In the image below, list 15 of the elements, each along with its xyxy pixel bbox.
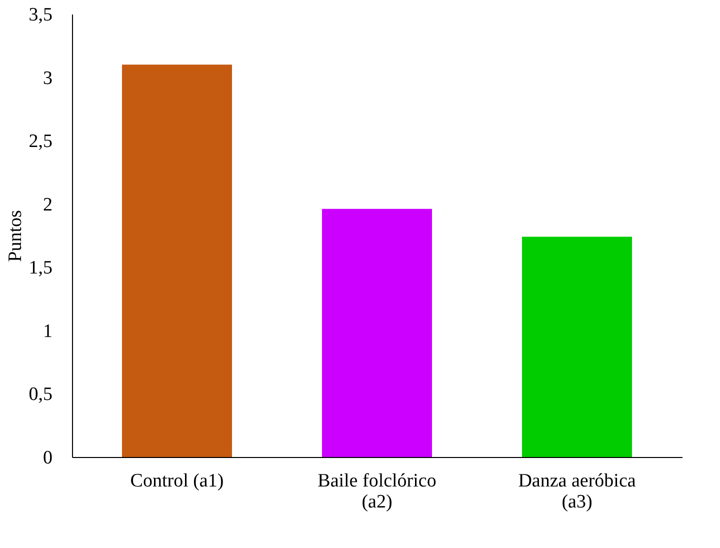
y-tick-label: 3,5 (28, 4, 52, 26)
y-tick-label: 0,5 (28, 384, 52, 406)
x-tick-label: Baile folclórico (a2) (318, 470, 436, 512)
y-tick-label: 1 (43, 320, 52, 342)
y-tick-label: 2 (43, 194, 52, 216)
x-tick-label: Danza aeróbica (a3) (518, 470, 636, 512)
y-tick-label: 1,5 (28, 258, 52, 279)
bar (522, 236, 632, 457)
bar (322, 208, 432, 457)
y-tick-label: 2,5 (28, 131, 52, 152)
y-axis-title: Puntos (4, 210, 26, 262)
bar (122, 64, 232, 457)
y-tick-label: 3 (43, 68, 52, 89)
y-tick-label: 0 (43, 448, 52, 468)
x-tick-label: Control (a1) (130, 470, 224, 492)
